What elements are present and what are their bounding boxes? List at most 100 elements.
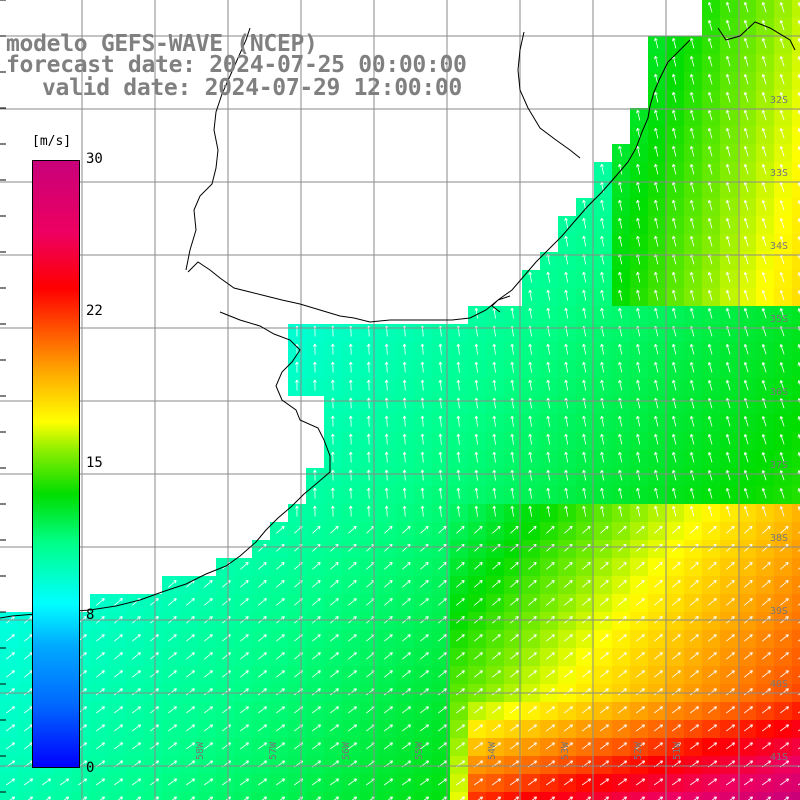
wind-arrow [635,742,645,750]
wind-arrow [582,217,587,229]
wind-arrow [510,562,519,570]
wind-arrow [689,688,699,696]
wind-arrow [779,434,785,445]
wind-arrow [689,488,695,499]
wind-arrow [203,688,213,696]
wind-arrow [762,670,771,678]
wind-arrow [348,670,357,678]
wind-arrow [383,724,393,732]
wind-arrow [636,145,641,157]
wind-arrow [707,290,713,301]
wind-arrow [707,452,713,463]
speed-cell [792,504,800,522]
wind-arrow [636,670,645,678]
wind-arrow [761,434,767,445]
wind-arrow [726,525,735,534]
wind-arrow [117,796,124,800]
wind-arrow [635,724,645,732]
wind-arrow [600,271,605,283]
wind-arrow [437,742,447,750]
wind-arrow [744,670,753,678]
wind-arrow [528,379,533,391]
wind-arrow [546,433,551,445]
wind-arrow [204,598,213,606]
wind-arrow [779,218,785,229]
wind-arrow [474,634,483,642]
speed-cell [612,792,630,800]
wind-arrow [186,652,195,660]
wind-arrow [113,706,123,714]
wind-arrow [437,724,447,732]
wind-arrow [600,235,605,247]
speed-cell [792,360,800,378]
wind-arrow [348,469,353,481]
wind-arrow [295,379,299,391]
wind-arrow [707,38,713,49]
wind-arrow [761,724,771,732]
wind-arrow [275,778,286,786]
wind-arrow [743,38,749,49]
wind-arrow [636,109,641,121]
wind-arrow [528,525,537,534]
wind-arrow [762,525,771,534]
wind-arrow [132,634,141,642]
speed-cell [792,414,800,432]
wind-arrow [329,778,340,786]
wind-arrow [420,580,429,588]
speed-cell [72,792,90,800]
speed-cell [288,792,306,800]
wind-arrow [438,634,447,642]
wind-arrow [689,164,695,175]
wind-arrow [585,796,592,800]
wind-arrow [582,487,587,499]
wind-arrow [654,235,659,247]
wind-arrow [420,598,429,606]
wind-arrow [204,670,213,678]
wind-arrow [780,670,789,678]
wind-arrow [384,361,389,373]
wind-arrow [599,688,609,696]
wind-arrow [528,433,533,445]
wind-arrow [239,778,250,786]
wind-arrow [348,562,357,570]
wind-arrow [510,343,515,355]
wind-arrow [419,688,429,696]
wind-arrow [492,451,497,463]
wind-arrow [348,433,353,445]
wind-arrow [618,271,623,283]
wind-arrow [527,742,537,750]
wind-arrow [384,562,393,570]
wind-arrow [546,451,551,463]
wind-arrow [779,38,785,49]
wind-arrow [546,271,551,283]
speed-cell [792,540,800,558]
wind-arrow [654,379,659,391]
speed-cell [0,792,18,800]
wind-arrow [330,670,339,678]
speed-cell [468,792,486,800]
wind-arrow [456,343,461,355]
wind-arrow [528,652,537,660]
wind-arrow [295,361,299,373]
wind-arrow [671,688,681,696]
colorbar-tick-30: 30 [86,151,103,167]
wind-arrow [239,688,249,696]
wind-arrow [366,487,371,499]
wind-arrow [725,200,731,211]
wind-arrow [600,307,605,319]
speed-cell [792,576,800,594]
wind-arrow [131,706,141,714]
wind-arrow [366,415,371,427]
wind-arrow [5,742,15,750]
wind-arrow [564,652,573,660]
wind-arrow [653,688,663,696]
wind-arrow [330,469,335,481]
wind-arrow [761,688,771,696]
wind-arrow [239,742,249,750]
wind-arrow [743,470,749,481]
wind-arrow [95,724,105,732]
wind-arrow [312,562,321,570]
wind-arrow [672,127,677,139]
wind-arrow [707,434,713,445]
